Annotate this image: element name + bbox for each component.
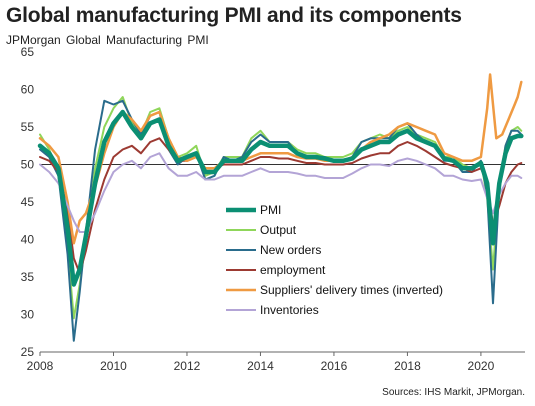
y-tick-label: 60 (21, 83, 35, 97)
chart-legend: PMI Output New orders employment Suppliers' … (226, 203, 443, 317)
y-tick-label: 55 (21, 120, 35, 134)
legend-label: New orders (260, 243, 321, 257)
y-tick-label: 25 (21, 345, 35, 359)
series-line-pmi (37, 109, 524, 287)
x-tick-label: 2018 (394, 359, 421, 373)
legend-label: employment (260, 263, 326, 277)
y-tick-label: 45 (21, 195, 35, 209)
x-tick-label: 2008 (27, 359, 54, 373)
chart-series (37, 73, 524, 342)
source-note: Sources: IHS Markit, JPMorgan. (382, 387, 525, 398)
y-tick-label: 35 (21, 270, 35, 284)
x-tick-label: 2014 (247, 359, 274, 373)
chart-title: Global manufacturing PMI and its compone… (6, 4, 462, 27)
x-tick-label: 2010 (100, 359, 127, 373)
chart-axes: 25 30 35 40 45 50 55 60 65 2008 2010 2012 2014 2016 20… (21, 45, 525, 373)
x-tick-label: 2020 (468, 359, 495, 373)
y-tick-label: 65 (21, 45, 35, 59)
x-tick-label: 2016 (321, 359, 348, 373)
y-tick-label: 40 (21, 233, 35, 247)
legend-label: Output (260, 223, 297, 237)
series-line-inventories (39, 152, 523, 233)
legend-label: Suppliers' delivery times (inverted) (260, 283, 443, 297)
y-tick-label: 50 (21, 158, 35, 172)
y-tick-label: 30 (21, 308, 35, 322)
chart-subtitle: JPMorgan Global Manufacturing PMI (6, 33, 209, 47)
legend-label: PMI (260, 203, 281, 217)
x-tick-label: 2012 (174, 359, 201, 373)
legend-label: Inventories (260, 303, 319, 317)
